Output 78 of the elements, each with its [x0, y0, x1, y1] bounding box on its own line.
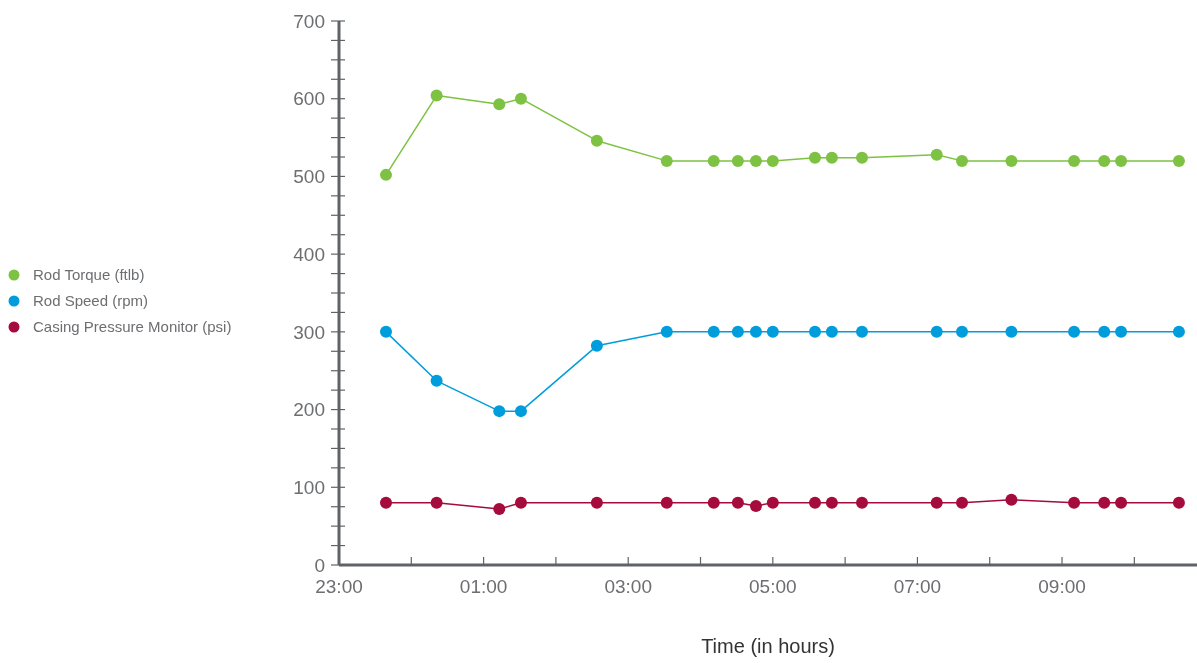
point: [1098, 325, 1111, 338]
x-axis-title: Time (in hours): [701, 635, 835, 657]
point: [731, 496, 744, 509]
point: [809, 496, 821, 509]
point: [660, 325, 673, 338]
legend-label: Rod Speed (rpm): [33, 292, 149, 310]
point: [1172, 325, 1185, 338]
point: [825, 325, 838, 338]
x-tick-label: 05:00: [749, 576, 797, 597]
point: [590, 496, 603, 509]
point: [1172, 154, 1185, 167]
point: [766, 154, 779, 167]
point: [1068, 325, 1081, 338]
point: [1115, 496, 1128, 509]
point: [766, 325, 779, 338]
point: [1172, 496, 1185, 509]
point: [766, 496, 779, 509]
x-tick-label: 01:00: [459, 576, 508, 597]
point: [660, 496, 673, 509]
point: [855, 496, 868, 509]
point: [380, 325, 392, 338]
point: [514, 92, 527, 105]
point: [749, 325, 762, 338]
point: [380, 168, 392, 181]
point: [731, 154, 744, 167]
point: [1068, 154, 1081, 167]
point: [809, 325, 821, 338]
x-tick-label: 07:00: [893, 576, 942, 597]
y-tick-label: 700: [293, 10, 325, 32]
legend-label: Casing Pressure Monitor (psi): [33, 318, 232, 336]
point: [855, 151, 868, 164]
point: [1005, 154, 1018, 167]
point: [956, 325, 969, 338]
point: [930, 148, 943, 161]
y-tick-label: 0: [314, 554, 325, 576]
point: [493, 98, 506, 111]
point: [749, 154, 762, 167]
y-tick-label: 600: [293, 88, 325, 110]
y-tick-label: 300: [293, 321, 325, 343]
point: [430, 89, 443, 102]
point: [825, 151, 838, 164]
point: [660, 154, 673, 167]
point: [1005, 325, 1018, 338]
x-tick-label: 09:00: [1038, 576, 1086, 597]
point: [590, 134, 603, 147]
point: [514, 496, 527, 509]
point: [493, 405, 506, 418]
point: [956, 154, 969, 167]
point: [956, 496, 969, 509]
x-tick-label: 03:00: [604, 576, 652, 597]
point: [1005, 493, 1018, 506]
legend-label: Rod Torque (ftlb): [33, 266, 145, 284]
y-tick-label: 500: [293, 166, 325, 188]
point: [430, 496, 443, 509]
point: [930, 496, 943, 509]
point: [514, 405, 527, 418]
point: [590, 339, 603, 352]
point: [1068, 496, 1081, 509]
point: [809, 151, 821, 164]
point: [380, 496, 392, 509]
point: [1115, 325, 1128, 338]
x-tick-label: 23:00: [315, 576, 363, 597]
point: [930, 325, 943, 338]
point: [493, 503, 506, 516]
point: [1115, 154, 1128, 167]
point: [707, 154, 720, 167]
point: [731, 325, 744, 338]
point: [825, 496, 838, 509]
point: [430, 374, 443, 387]
point: [749, 499, 762, 512]
point: [1098, 496, 1111, 509]
y-tick-label: 400: [293, 243, 325, 265]
point: [707, 496, 720, 509]
point: [855, 325, 868, 338]
point: [1098, 154, 1111, 167]
y-tick-label: 200: [293, 399, 325, 421]
y-tick-label: 100: [293, 476, 325, 498]
point: [707, 325, 720, 338]
